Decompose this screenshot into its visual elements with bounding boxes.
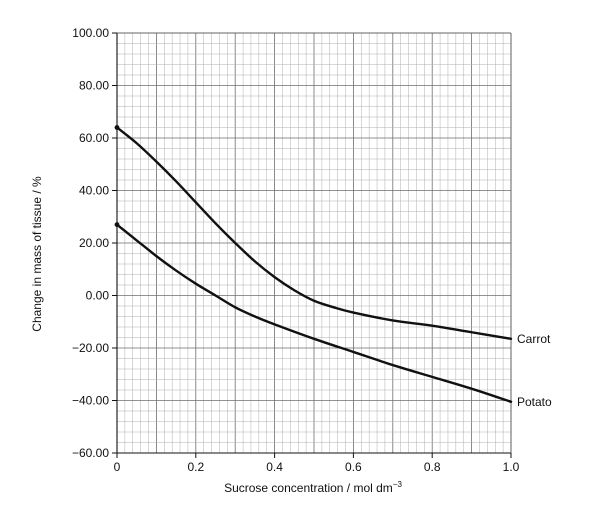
y-tick-label: −60.00 — [72, 446, 109, 460]
x-tick-label: 0.2 — [187, 460, 204, 474]
y-tick-labels: 100.00 80.00 60.00 40.00 20.00 0.00 −20.00 −40.… — [72, 26, 117, 460]
x-tick-label: 0 — [114, 460, 121, 474]
y-tick-label: 20.00 — [79, 236, 109, 250]
x-tick-label: 0.6 — [345, 460, 362, 474]
x-tick-label: 1.0 — [503, 460, 520, 474]
x-axis-label-superscript: −3 — [393, 480, 403, 489]
series-label-carrot: Carrot — [517, 332, 551, 346]
x-tick-label: 0.8 — [424, 460, 441, 474]
y-tick-label: 60.00 — [79, 131, 109, 145]
y-axis-label: Change in mass of tissue / % — [30, 176, 44, 332]
series-line-carrot — [115, 126, 513, 341]
x-tick-label: 0.4 — [266, 460, 283, 474]
y-tick-label: −40.00 — [72, 394, 109, 408]
series-start-point-potato — [114, 222, 120, 228]
y-tick-label: 0.00 — [86, 289, 110, 303]
x-axis-label: Sucrose concentration / mol dm−3 — [224, 480, 402, 495]
series-start-point-carrot — [114, 125, 120, 130]
series-lines — [114, 125, 513, 404]
y-tick-label: −20.00 — [72, 341, 109, 355]
series-line-potato — [115, 223, 513, 404]
x-tick-labels: 0 0.2 0.4 0.6 0.8 1.0 — [114, 453, 520, 474]
grid — [116, 32, 512, 454]
y-tick-label: 100.00 — [72, 26, 109, 40]
y-tick-label: 40.00 — [79, 184, 109, 198]
axes — [116, 32, 512, 454]
series-labels: Carrot Potato — [517, 332, 552, 409]
series-label-potato: Potato — [517, 395, 552, 409]
y-tick-label: 80.00 — [79, 79, 109, 93]
